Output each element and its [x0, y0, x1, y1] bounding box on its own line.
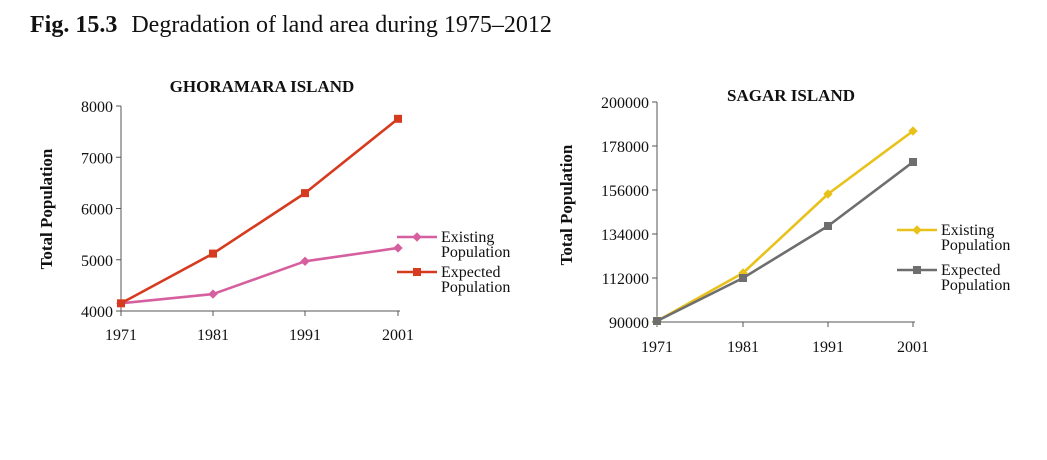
ghoramara-legend-expected-population-marker	[413, 268, 421, 276]
ghoramara-y-tick-label: 4000	[81, 304, 113, 321]
ghoramara-legend-existing-population-label: Existing	[441, 229, 494, 246]
ghoramara-expected-population-point	[394, 114, 402, 123]
sagar-y-axis-label: Total Population	[557, 144, 576, 265]
sagar-legend-existing-population-marker	[912, 225, 922, 235]
sagar-expected-population-point	[909, 158, 917, 166]
sagar-expected-population-point	[653, 317, 661, 325]
sagar-y-tick-label: 90000	[609, 315, 649, 332]
sagar-existing-population-point	[823, 189, 833, 199]
sagar-legend-existing-population-label: Existing	[941, 222, 994, 239]
ghoramara-legend-existing-population-label: Population	[441, 244, 510, 261]
sagar-y-tick-label: 200000	[601, 95, 649, 112]
sagar-x-tick-label: 2001	[897, 339, 929, 356]
ghoramara-expected-population-point	[117, 299, 125, 308]
figure-number: Fig. 15.3	[30, 12, 118, 38]
ghoramara-expected-population-line	[120, 117, 399, 305]
sagar-legend-expected-population-label: Population	[941, 277, 1010, 294]
ghoramara-legend-expected-population-label: Population	[441, 279, 510, 296]
sagar-legend-expected-population-marker	[913, 266, 921, 274]
ghoramara-legend-existing-population-marker	[412, 232, 422, 242]
sagar-existing-population-line	[656, 129, 914, 323]
ghoramara-y-tick-label: 7000	[81, 150, 113, 167]
ghoramara-existing-population-point	[300, 256, 310, 266]
ghoramara-x-tick-label: 1981	[197, 327, 229, 344]
figure-caption: Fig. 15.3 Degradation of land area during…	[30, 12, 552, 39]
sagar-y-tick-label: 178000	[601, 139, 649, 156]
sagar-x-tick-label: 1971	[641, 339, 673, 356]
ghoramara-legend-expected-population-label: Expected	[441, 264, 501, 281]
ghoramara-x-tick-label: 1991	[289, 327, 321, 344]
sagar-chart-title: SAGAR ISLAND	[727, 86, 855, 105]
ghoramara-x-tick-label: 1971	[105, 327, 137, 344]
sagar-legend-expected-population-label: Expected	[941, 262, 1001, 279]
ghoramara-y-tick-label: 5000	[81, 253, 113, 270]
ghoramara-expected-population-point	[209, 249, 217, 258]
sagar-y-tick-label: 134000	[601, 227, 649, 244]
ghoramara-existing-population-point	[208, 289, 218, 299]
ghoramara-y-tick-label: 6000	[81, 202, 113, 219]
sagar-existing-population-point	[908, 126, 918, 136]
ghoramara-x-tick-label: 2001	[382, 327, 414, 344]
ghoramara-existing-population-point	[393, 243, 403, 253]
sagar-expected-population-line	[656, 160, 914, 323]
sagar-legend-existing-population-label: Population	[941, 237, 1010, 254]
sagar-y-tick-label: 112000	[602, 271, 649, 288]
sagar-expected-population-point	[739, 274, 747, 282]
sagar-y-tick-label: 156000	[601, 183, 649, 200]
ghoramara-y-tick-label: 8000	[81, 99, 113, 116]
sagar-expected-population-point	[824, 222, 832, 230]
ghoramara-expected-population-point	[301, 189, 309, 198]
sagar-x-tick-label: 1991	[812, 339, 844, 356]
ghoramara-chart-title: GHORAMARA ISLAND	[170, 77, 355, 96]
ghoramara-existing-population-line	[120, 246, 399, 305]
figure-title: Degradation of land area during 1975–201…	[131, 12, 552, 38]
sagar-x-tick-label: 1981	[727, 339, 759, 356]
ghoramara-y-axis-label: Total Population	[37, 148, 56, 269]
